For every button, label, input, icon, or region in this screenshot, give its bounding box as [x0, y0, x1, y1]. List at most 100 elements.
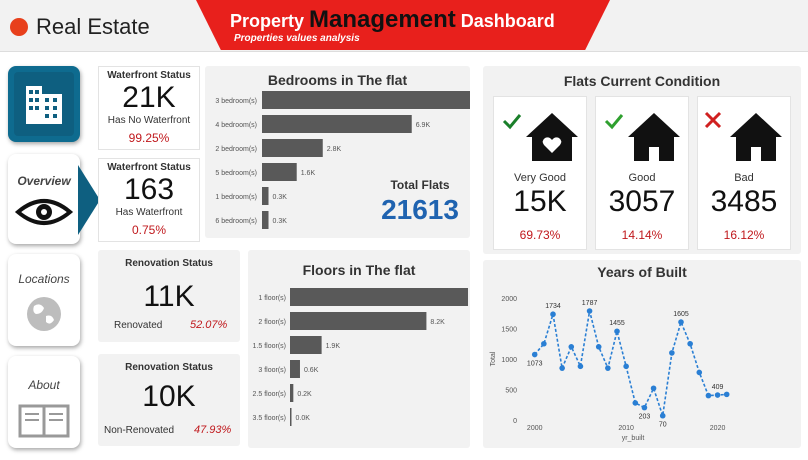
condition-percent: 69.73% [519, 228, 561, 242]
data-point [714, 392, 721, 398]
condition-panel: Flats Current Condition Very Good 15K 69… [483, 66, 801, 254]
condition-percent: 14.14% [621, 228, 663, 242]
category-label: 3 floor(s) [258, 367, 286, 374]
bar [290, 384, 294, 402]
chart-title: Years of Built [597, 264, 687, 280]
category-label: 6 bedroom(s) [215, 218, 257, 225]
bar [290, 408, 292, 426]
data-point [641, 404, 648, 411]
kpi-label: Has No Waterfront [107, 115, 191, 126]
bar [262, 163, 297, 181]
waterfront-yes-card: Waterfront Status 163 Has Waterfront 0.7… [98, 158, 200, 242]
bar [290, 312, 427, 330]
chart-title: Floors in The flat [302, 262, 416, 278]
renovated-card: Renovation Status 11K Renovated 52.07% [98, 250, 240, 342]
kpi-value: 10K [142, 380, 196, 413]
app-title: Real Estate [36, 14, 150, 39]
floors-chart: 1 floor(s)10.7K2 floor(s)8.2K1.5 floor(s… [253, 288, 469, 426]
bedrooms-panel: Bedrooms in The flat 3 bedroom(s)9.8K4 b… [205, 66, 470, 238]
category-label: 3.5 floor(s) [253, 415, 286, 422]
data-point [586, 308, 593, 314]
data-label: 0.3K [273, 218, 288, 225]
point-label: 1787 [582, 300, 598, 307]
condition-label: Bad [734, 172, 754, 184]
data-point [605, 365, 611, 371]
globe-icon [27, 297, 61, 331]
category-label: 1 floor(s) [258, 295, 286, 302]
condition-title: Flats Current Condition [563, 73, 721, 89]
dashboard-title: Property Management Dashboard [230, 6, 555, 34]
top-bar: Real Estate Property Management Dashboar… [0, 0, 808, 52]
data-label: 8.2K [430, 319, 445, 326]
nav-locations[interactable]: Locations [8, 254, 80, 346]
bar [290, 288, 469, 306]
title-banner: Property Management Dashboard Properties… [196, 0, 610, 50]
data-point [705, 392, 712, 399]
kpi-percent: 0.75% [131, 223, 167, 237]
kpi-label: Non-Renovated [104, 425, 175, 436]
data-point [650, 385, 657, 392]
category-label: 3 bedroom(s) [215, 98, 257, 105]
kpi-value: 163 [123, 173, 175, 206]
category-label: 1 bedroom(s) [215, 194, 257, 201]
total-flats-value: 21613 [381, 194, 459, 225]
point-label: 409 [712, 384, 724, 391]
kpi-title: Waterfront Status [107, 162, 191, 173]
data-point [687, 340, 693, 347]
data-point [531, 351, 538, 358]
category-label: 2 bedroom(s) [215, 146, 257, 153]
condition-value: 15K [513, 185, 567, 218]
kpi-title: Waterfront Status [107, 70, 191, 81]
house-icon [604, 113, 680, 161]
data-label: 0.3K [273, 194, 288, 201]
bar [290, 360, 300, 378]
data-point [559, 365, 565, 371]
title-part-2: Management [309, 6, 456, 33]
chart-title: Bedrooms in The flat [267, 72, 408, 88]
years-panel: Years of Built 0 500 1000 1500 2000 2000 2010 2… [483, 260, 801, 448]
kpi-title: Renovation Status [125, 258, 213, 269]
data-label: 6.9K [416, 122, 431, 129]
book-icon [18, 404, 70, 438]
category-label: 4 bedroom(s) [215, 122, 257, 129]
kpi-percent: 47.93% [194, 424, 232, 436]
nav-about[interactable]: About [8, 356, 80, 448]
title-part-3: Dashboard [455, 11, 555, 31]
title-part-1: Property [230, 11, 310, 31]
category-label: 2 floor(s) [258, 319, 286, 326]
data-point [550, 311, 556, 318]
waterfront-no-card: Waterfront Status 21K Has No Waterfront … [98, 66, 200, 150]
bedrooms-chart: 3 bedroom(s)9.8K4 bedroom(s)6.9K2 bedroo… [215, 91, 470, 229]
category-label: 5 bedroom(s) [215, 170, 257, 177]
data-label: 1.9K [326, 343, 341, 350]
condition-percent: 16.12% [723, 228, 765, 242]
active-nav-arrow-icon [78, 165, 100, 235]
data-label: 0.2K [297, 391, 312, 398]
point-label: 1734 [545, 303, 561, 310]
point-label: 203 [639, 414, 651, 421]
data-label: 1.6K [301, 170, 316, 177]
floors-panel: Floors in The flat 1 floor(s)10.7K2 floo… [248, 250, 470, 448]
kpi-label: Renovated [114, 320, 163, 331]
home-button[interactable] [8, 66, 80, 142]
total-flats-label: Total Flats [390, 178, 450, 192]
data-point [623, 363, 629, 370]
data-point [541, 340, 547, 347]
non-renovated-card: Renovation Status 10K Non-Renovated 47.9… [98, 354, 240, 446]
condition-label: Good [628, 172, 656, 184]
nav-about-label: About [28, 378, 60, 392]
y-axis-label: Total [490, 351, 497, 366]
data-point [659, 412, 666, 419]
data-point [723, 391, 730, 398]
x-axis-label: yr_built [622, 435, 645, 442]
buildings-icon [14, 72, 74, 136]
y-tick-label: 2000 [501, 296, 517, 303]
point-label: 1605 [673, 311, 689, 318]
nav-locations-label: Locations [18, 272, 70, 286]
nav-overview[interactable]: Overview [8, 154, 80, 244]
bar [262, 91, 470, 109]
kpi-percent: 52.07% [190, 319, 228, 331]
data-label: 2.8K [327, 146, 342, 153]
eye-icon [14, 199, 74, 225]
kpi-value: 11K [143, 280, 195, 313]
